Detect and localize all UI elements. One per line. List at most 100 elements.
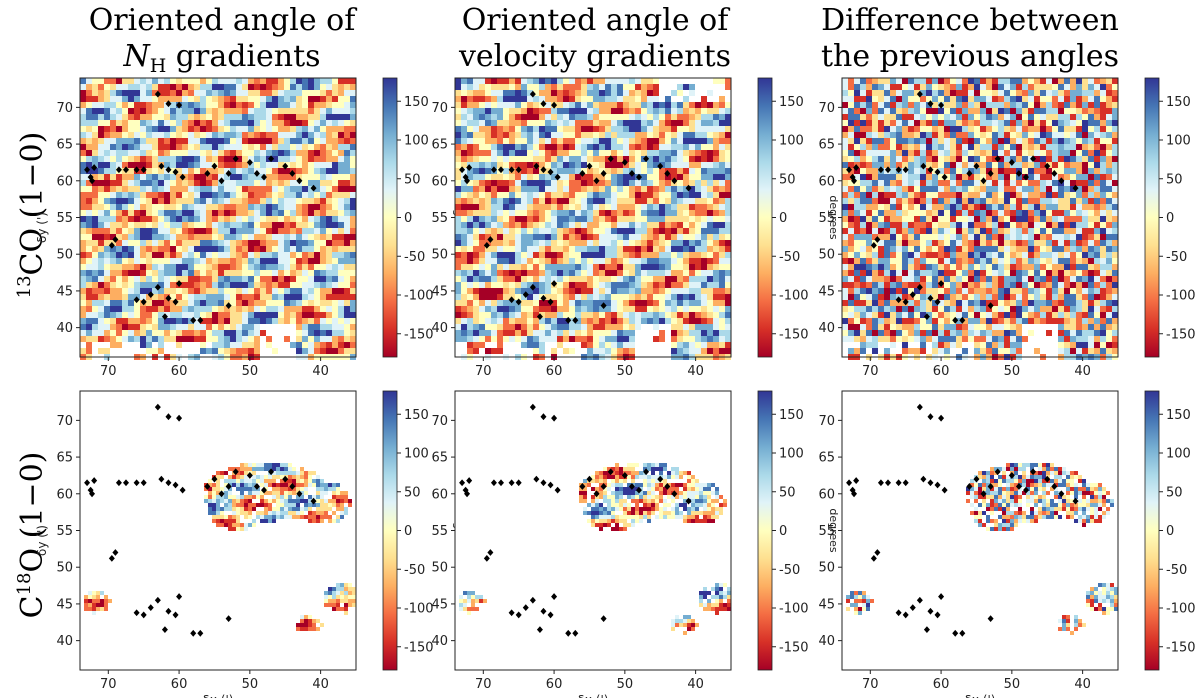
heatmap-cell: [212, 132, 218, 138]
heatmap-cell: [296, 150, 302, 156]
heatmap-cell: [146, 144, 152, 150]
heatmap-cell: [80, 306, 86, 312]
heatmap-cell: [707, 138, 713, 144]
heatmap-cell: [605, 96, 611, 102]
heatmap-cell: [485, 132, 491, 138]
heatmap-cell: [713, 264, 719, 270]
heatmap-cell: [533, 150, 539, 156]
heatmap-cell: [707, 324, 713, 330]
heatmap-cell: [266, 282, 272, 288]
heatmap-cell: [308, 162, 314, 168]
heatmap-cell: [509, 132, 515, 138]
heatmap-cell: [503, 180, 509, 186]
heatmap-cell: [872, 114, 878, 120]
heatmap-cell: [296, 198, 302, 204]
heatmap-cell: [473, 288, 479, 294]
heatmap-cell: [611, 330, 617, 336]
heatmap-cell: [497, 306, 503, 312]
heatmap-cell: [284, 246, 290, 252]
heatmap-cell: [230, 216, 236, 222]
heatmap-cell: [611, 324, 617, 330]
heatmap-cell: [665, 228, 671, 234]
heatmap-cell: [206, 216, 212, 222]
heatmap-cell: [605, 102, 611, 108]
heatmap-cell: [695, 342, 701, 348]
heatmap-cell: [1106, 90, 1112, 96]
heatmap-cell: [158, 246, 164, 252]
heatmap-cell: [461, 222, 467, 228]
heatmap-cell: [266, 228, 272, 234]
heatmap-cell: [1016, 102, 1022, 108]
heatmap-cell: [1088, 102, 1094, 108]
heatmap-cell: [128, 306, 134, 312]
heatmap-cell: [539, 144, 545, 150]
heatmap-cell: [641, 126, 647, 132]
heatmap-cell: [473, 126, 479, 132]
heatmap-cell: [599, 120, 605, 126]
heatmap-cell: [146, 132, 152, 138]
heatmap-cell: [665, 120, 671, 126]
heatmap-cell: [326, 84, 332, 90]
heatmap-cell: [617, 96, 623, 102]
heatmap-cell: [497, 192, 503, 198]
heatmap-cell: [521, 174, 527, 180]
heatmap-cell: [968, 102, 974, 108]
heatmap-cell: [188, 132, 194, 138]
heatmap-cell: [842, 102, 848, 108]
heatmap-cell: [152, 330, 158, 336]
heatmap-cell: [671, 246, 677, 252]
heatmap-cell: [1028, 102, 1034, 108]
heatmap-cell: [290, 114, 296, 120]
heatmap-cell: [647, 108, 653, 114]
heatmap-cell: [254, 324, 260, 330]
heatmap-cell: [593, 300, 599, 306]
heatmap-cell: [485, 168, 491, 174]
heatmap-cell: [455, 192, 461, 198]
heatmap-cell: [302, 276, 308, 282]
heatmap-cell: [539, 318, 545, 324]
heatmap-cell: [326, 138, 332, 144]
heatmap-cell: [515, 108, 521, 114]
heatmap-cell: [158, 96, 164, 102]
heatmap-cell: [551, 210, 557, 216]
heatmap-cell: [314, 264, 320, 270]
heatmap-cell: [200, 276, 206, 282]
heatmap-cell: [332, 132, 338, 138]
heatmap-cell: [479, 336, 485, 342]
heatmap-cell: [194, 336, 200, 342]
heatmap-cell: [689, 126, 695, 132]
heatmap-cell: [587, 96, 593, 102]
heatmap-cell: [557, 126, 563, 132]
heatmap-cell: [254, 246, 260, 252]
heatmap-cell: [314, 258, 320, 264]
heatmap-cell: [86, 324, 92, 330]
heatmap-cell: [302, 174, 308, 180]
heatmap-cell: [707, 198, 713, 204]
heatmap-cell: [206, 144, 212, 150]
heatmap-cell: [194, 324, 200, 330]
heatmap-cell: [974, 102, 980, 108]
heatmap-cell: [200, 240, 206, 246]
heatmap-cell: [509, 210, 515, 216]
heatmap-cell: [659, 288, 665, 294]
heatmap-cell: [1112, 156, 1118, 162]
heatmap-cell: [515, 162, 521, 168]
heatmap-cell: [314, 246, 320, 252]
heatmap-cell: [134, 300, 140, 306]
heatmap-cell: [485, 294, 491, 300]
heatmap-cell: [134, 330, 140, 336]
heatmap-cell: [719, 144, 725, 150]
heatmap-cell: [1070, 138, 1076, 144]
heatmap-cell: [296, 192, 302, 198]
heatmap-cell: [467, 228, 473, 234]
heatmap-cell: [224, 306, 230, 312]
heatmap-cell: [956, 114, 962, 120]
heatmap-cell: [938, 156, 944, 162]
heatmap-cell: [719, 246, 725, 252]
heatmap-cell: [182, 90, 188, 96]
heatmap-cell: [884, 120, 890, 126]
heatmap-cell: [551, 222, 557, 228]
heatmap-cell: [104, 102, 110, 108]
heatmap-cell: [641, 150, 647, 156]
heatmap-cell: [551, 324, 557, 330]
